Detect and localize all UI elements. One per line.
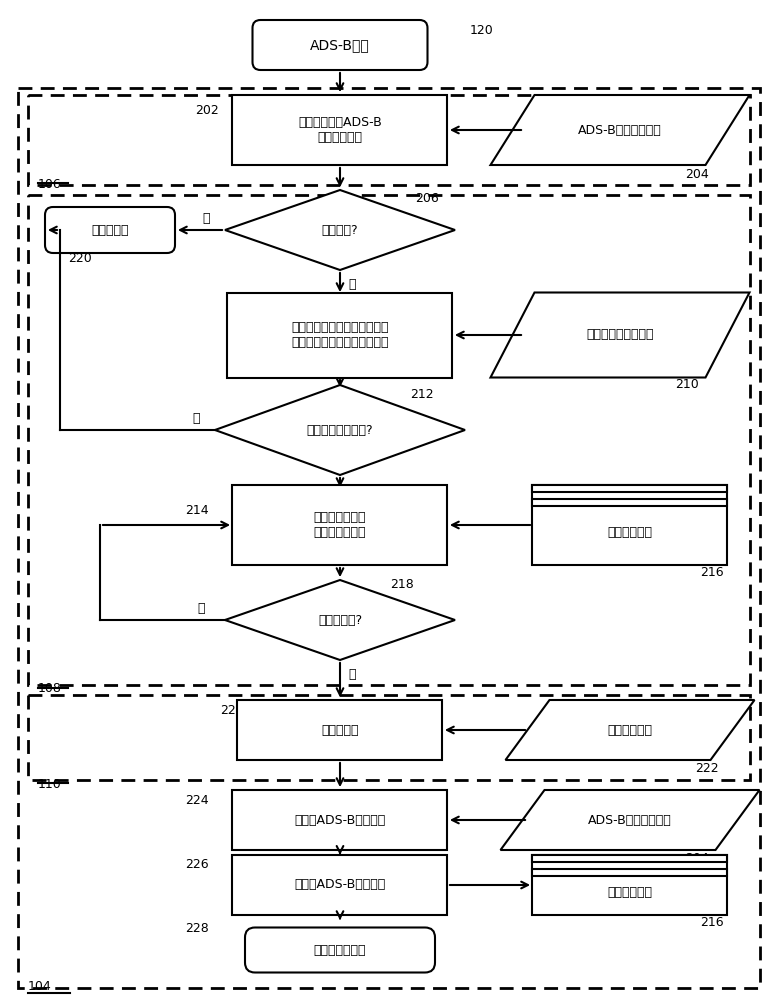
Bar xyxy=(233,485,447,565)
Text: 否: 否 xyxy=(348,668,356,680)
Polygon shape xyxy=(490,292,749,377)
Text: 几何变换数据: 几何变换数据 xyxy=(608,724,653,736)
Polygon shape xyxy=(225,190,455,270)
Bar xyxy=(532,855,727,915)
Text: 210: 210 xyxy=(675,378,699,391)
Bar xyxy=(233,855,447,915)
Text: 是假消息吗?: 是假消息吗? xyxy=(318,613,362,626)
Text: 否: 否 xyxy=(192,412,200,424)
FancyBboxPatch shape xyxy=(245,928,435,972)
Text: 假消息存储部: 假消息存储部 xyxy=(608,526,653,540)
Text: 将消息与已知的
假消息进行比较: 将消息与已知的 假消息进行比较 xyxy=(314,511,366,539)
Bar xyxy=(532,869,727,876)
Text: 计算假位置: 计算假位置 xyxy=(321,724,359,736)
Bar xyxy=(227,292,453,377)
Bar xyxy=(233,95,447,165)
Text: 110: 110 xyxy=(38,778,61,791)
Text: 208: 208 xyxy=(415,298,439,312)
Text: 108: 108 xyxy=(38,682,62,695)
Polygon shape xyxy=(500,790,759,850)
Text: 221: 221 xyxy=(220,704,244,716)
Text: ADS-B位置消息类型: ADS-B位置消息类型 xyxy=(578,123,662,136)
Bar xyxy=(532,485,727,492)
Text: 204: 204 xyxy=(685,168,709,182)
Text: ADS-B消息: ADS-B消息 xyxy=(310,38,370,52)
Text: 222: 222 xyxy=(695,762,719,774)
Text: 生成假ADS-B位置消息: 生成假ADS-B位置消息 xyxy=(294,814,386,826)
Text: 218: 218 xyxy=(390,578,414,591)
Text: 什么也不做: 什么也不做 xyxy=(91,224,128,236)
Text: ADS-B位置消息类型: ADS-B位置消息类型 xyxy=(588,814,672,826)
Bar xyxy=(532,485,727,565)
Text: 214: 214 xyxy=(185,504,209,516)
Text: 将飞机的纬度、经度和高度与
边界框（关注区域）进行比较: 将飞机的纬度、经度和高度与 边界框（关注区域）进行比较 xyxy=(291,321,389,349)
Text: 228: 228 xyxy=(185,922,209,934)
Text: 广播假ADS-B位置消息: 广播假ADS-B位置消息 xyxy=(294,879,386,892)
Text: 206: 206 xyxy=(415,192,439,205)
Text: 对飞机位置的ADS-B
消息进行解码: 对飞机位置的ADS-B 消息进行解码 xyxy=(298,116,382,144)
FancyBboxPatch shape xyxy=(45,207,175,253)
Text: 假消息存储部: 假消息存储部 xyxy=(608,886,653,900)
Bar xyxy=(532,855,727,862)
Polygon shape xyxy=(506,700,755,760)
FancyBboxPatch shape xyxy=(253,20,427,70)
Text: 在关注区域内部吗?: 在关注区域内部吗? xyxy=(307,424,373,436)
Text: 204: 204 xyxy=(685,852,709,864)
Bar xyxy=(28,195,750,685)
Text: 是: 是 xyxy=(198,601,205,614)
Text: 106: 106 xyxy=(38,178,61,191)
Text: 202: 202 xyxy=(195,104,219,116)
Text: 是: 是 xyxy=(348,278,356,292)
Text: 是位置吗?: 是位置吗? xyxy=(321,224,359,236)
Text: 216: 216 xyxy=(700,916,724,930)
Bar xyxy=(237,700,443,760)
Text: 224: 224 xyxy=(185,794,209,806)
Bar xyxy=(28,695,750,780)
Text: 是: 是 xyxy=(348,484,356,496)
Text: 216: 216 xyxy=(700,566,724,580)
Text: 等待下一个消息: 等待下一个消息 xyxy=(314,944,366,956)
Text: 关注区域的地理坐标: 关注区域的地理坐标 xyxy=(587,328,654,342)
Text: 否: 否 xyxy=(202,212,210,225)
Text: 220: 220 xyxy=(68,251,92,264)
Polygon shape xyxy=(225,580,455,660)
Bar xyxy=(233,790,447,850)
Text: 212: 212 xyxy=(410,388,433,401)
Text: 104: 104 xyxy=(28,980,52,993)
Polygon shape xyxy=(490,95,749,165)
Bar xyxy=(532,499,727,506)
Polygon shape xyxy=(215,385,465,475)
Bar xyxy=(28,95,750,185)
Text: 226: 226 xyxy=(185,858,209,871)
Text: 120: 120 xyxy=(470,23,494,36)
